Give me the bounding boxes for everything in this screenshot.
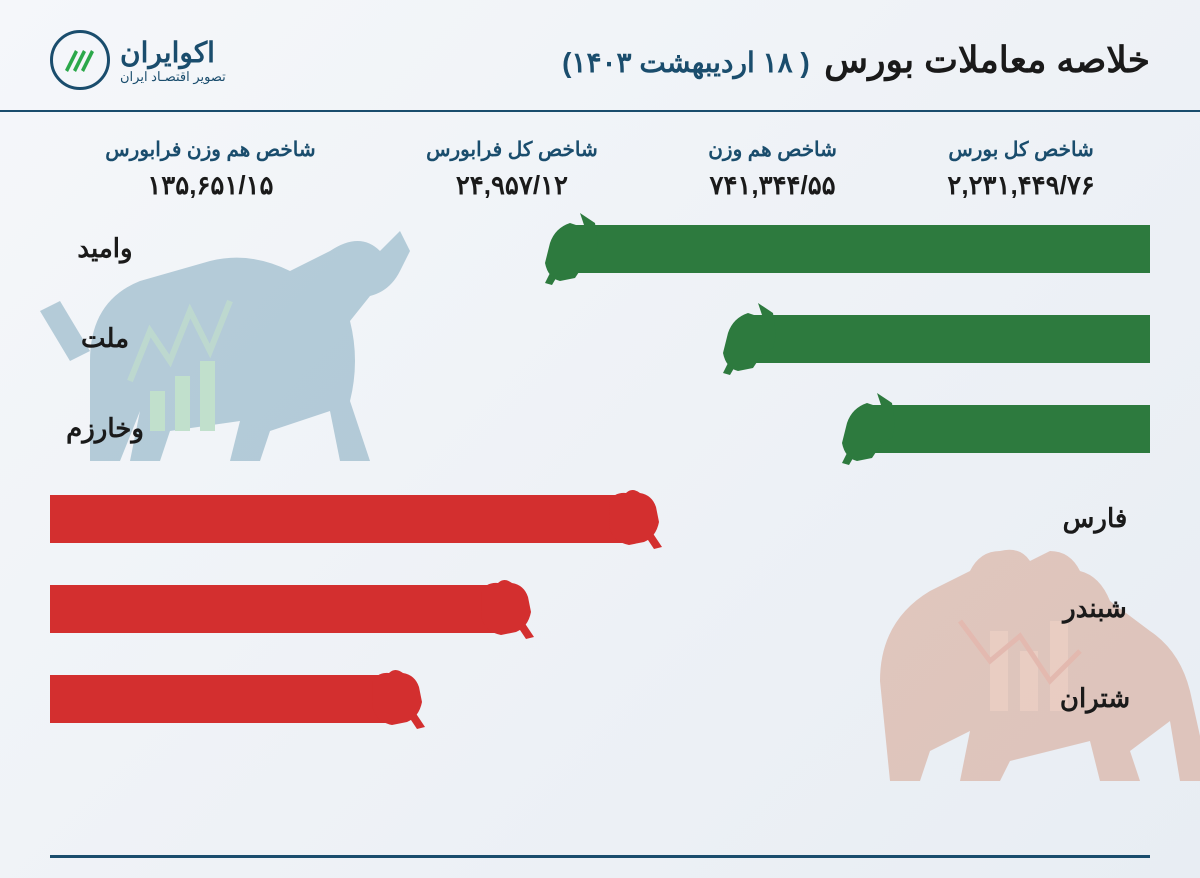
logo: اکوایران تصویر اقتصـاد ایران [50, 30, 226, 90]
stat-label: شاخص کل فرابورس [426, 137, 598, 162]
bar-label: شبندر [1040, 593, 1150, 624]
stat-item: شاخص کل بورس ۲,۲۳۱,۴۴۹/۷۶ [947, 137, 1094, 201]
header: خلاصه معاملات بورس ( ۱۸ اردیبهشت ۱۴۰۳) ا… [0, 0, 1200, 112]
bar-row: وخارزم [50, 401, 1150, 456]
bar-row: ملت [50, 311, 1150, 366]
bar-label: وخارزم [50, 413, 160, 444]
logo-icon [50, 30, 110, 90]
chart-area: وامید ملت [0, 211, 1200, 781]
bull-icon [837, 393, 897, 465]
bear-icon [367, 667, 427, 731]
bull-icon [540, 213, 600, 285]
page-title: خلاصه معاملات بورس [824, 39, 1150, 80]
loser-bar [50, 675, 387, 723]
gainer-bar [754, 315, 1150, 363]
bar-row: وامید [50, 221, 1150, 276]
bar-row: شتران [50, 671, 1150, 726]
gainer-bar [576, 225, 1150, 273]
bar-label: وامید [50, 233, 160, 264]
stat-item: شاخص هم وزن ۷۴۱,۳۴۴/۵۵ [708, 137, 837, 201]
stat-value: ۲۴,۹۵۷/۱۲ [426, 170, 598, 201]
gainer-bar [873, 405, 1150, 453]
stat-value: ۲,۲۳۱,۴۴۹/۷۶ [947, 170, 1094, 201]
bar-label: ملت [50, 323, 160, 354]
bar-label: شتران [1040, 683, 1150, 714]
loser-bar [50, 585, 496, 633]
bar-row: شبندر [50, 581, 1150, 636]
stat-item: شاخص کل فرابورس ۲۴,۹۵۷/۱۲ [426, 137, 598, 201]
stat-value: ۷۴۱,۳۴۴/۵۵ [708, 170, 837, 201]
bar-row: فارس [50, 491, 1150, 546]
footer-divider [50, 855, 1150, 858]
stat-label: شاخص کل بورس [947, 137, 1094, 162]
gainers-section: وامید ملت [50, 221, 1150, 456]
bar-label: فارس [1040, 503, 1150, 534]
logo-tagline: تصویر اقتصـاد ایران [120, 69, 226, 85]
bars-container: وامید ملت [50, 221, 1150, 726]
stat-label: شاخص هم وزن فرابورس [105, 137, 315, 162]
bull-icon [718, 303, 778, 375]
stat-label: شاخص هم وزن [708, 137, 837, 162]
title-group: خلاصه معاملات بورس ( ۱۸ اردیبهشت ۱۴۰۳) [562, 39, 1150, 81]
losers-section: فارس شبندر [50, 491, 1150, 726]
bear-icon [476, 577, 536, 641]
logo-name: اکوایران [120, 36, 226, 69]
date-text: ( ۱۸ اردیبهشت ۱۴۰۳) [562, 47, 810, 78]
bear-icon [604, 487, 664, 551]
loser-bar [50, 495, 624, 543]
